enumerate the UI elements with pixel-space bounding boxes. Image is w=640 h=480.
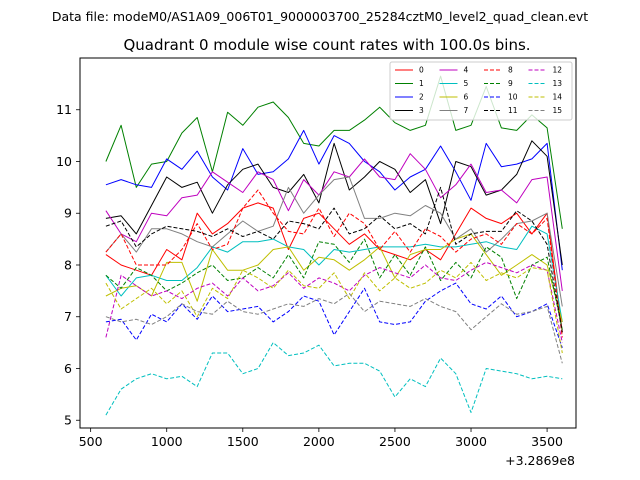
- series-line-15: [105, 293, 563, 364]
- axes-frame: [79, 57, 577, 429]
- y-tick-label: 8: [64, 257, 72, 272]
- series-line-9: [105, 238, 563, 330]
- legend-label-12: 12: [553, 66, 563, 75]
- y-tick-label: 9: [64, 206, 72, 221]
- legend-label-0: 0: [419, 66, 424, 75]
- legend-label-7: 7: [464, 106, 469, 115]
- y-tick-label: 10: [56, 154, 72, 169]
- legend-label-11: 11: [508, 106, 518, 115]
- legend-label-9: 9: [508, 79, 513, 88]
- series-line-12: [105, 261, 563, 343]
- legend-label-6: 6: [464, 93, 469, 102]
- x-tick-label: 2000: [303, 434, 335, 449]
- series-line-14: [105, 261, 563, 354]
- file-suptitle: Data file: modeM0/AS1A09_006T01_90000037…: [52, 9, 588, 24]
- ticks-layer: 500 1000 1500 2000 2500 3000 3500 5 6 7 8 9 10 11: [56, 102, 563, 449]
- y-tick-label: 6: [64, 361, 72, 376]
- series-line-0: [105, 202, 563, 333]
- x-tick-label: 500: [79, 434, 103, 449]
- x-tick-label: 1500: [227, 434, 259, 449]
- series-line-11: [105, 186, 563, 333]
- legend-label-3: 3: [419, 106, 424, 115]
- legend-label-10: 10: [508, 93, 518, 102]
- y-tick-label: 11: [56, 102, 72, 117]
- series-line-5: [105, 225, 563, 322]
- y-tick-label: 5: [64, 413, 72, 428]
- chart-title: Quadrant 0 module wise count rates with …: [123, 36, 530, 54]
- legend-label-14: 14: [553, 93, 563, 102]
- x-tick-label: 1000: [151, 434, 183, 449]
- series-layer: [105, 75, 563, 416]
- x-offset-label: +3.2869e8: [505, 453, 575, 468]
- legend-label-2: 2: [419, 93, 424, 102]
- legend-label-4: 4: [464, 66, 469, 75]
- legend-label-13: 13: [553, 79, 563, 88]
- x-tick-label: 3000: [455, 434, 487, 449]
- legend-label-15: 15: [553, 106, 563, 115]
- x-tick-label: 2500: [379, 434, 411, 449]
- legend-box: [389, 61, 573, 121]
- legend-label-5: 5: [464, 79, 469, 88]
- series-line-7: [105, 176, 563, 307]
- x-tick-label: 3500: [531, 434, 563, 449]
- series-line-2: [105, 129, 563, 271]
- series-line-8: [105, 189, 563, 338]
- series-line-4: [105, 153, 563, 291]
- series-line-6: [105, 233, 563, 323]
- y-tick-label: 7: [64, 309, 72, 324]
- legend-label-8: 8: [508, 66, 513, 75]
- legend-label-1: 1: [419, 79, 424, 88]
- series-line-3: [105, 140, 563, 266]
- series-line-13: [105, 342, 563, 416]
